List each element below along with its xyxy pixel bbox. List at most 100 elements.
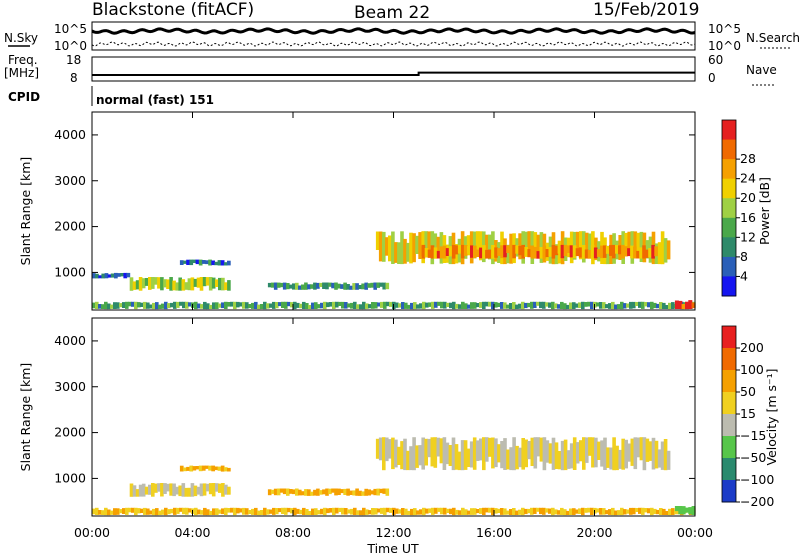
scatter-cell xyxy=(660,231,665,265)
scatter-cell xyxy=(605,246,610,254)
scatter-cell xyxy=(206,303,210,310)
scatter-cell xyxy=(289,284,293,289)
scatter-cell xyxy=(223,467,228,472)
scatter-cell xyxy=(434,507,438,514)
scatter-cell xyxy=(214,466,219,471)
scatter-cell xyxy=(395,508,399,514)
scatter-cell xyxy=(373,282,377,290)
scatter-cell xyxy=(208,483,213,495)
scatter-cell xyxy=(454,245,459,255)
scatter-cell xyxy=(582,437,586,470)
scatter-cell xyxy=(190,483,195,497)
scatter-cell xyxy=(205,260,209,265)
scatter-cell xyxy=(621,244,625,259)
x-tick-label: 04:00 xyxy=(174,525,210,540)
scatter-cell xyxy=(248,510,252,515)
scatter-cell xyxy=(500,508,504,515)
colorbar-swatch xyxy=(722,159,736,180)
scatter-cell xyxy=(227,508,231,513)
nave-tick-top: 60 xyxy=(708,53,723,67)
scatter-cell xyxy=(116,302,120,309)
scatter-cell xyxy=(609,245,613,256)
scatter-cell xyxy=(386,507,390,513)
scatter-cell xyxy=(114,272,118,279)
scatter-cell xyxy=(644,508,648,513)
scatter-cell xyxy=(101,510,105,515)
scatter-cell xyxy=(179,260,184,265)
scatter-cell xyxy=(208,277,213,291)
scatter-cell xyxy=(377,508,381,513)
scatter-cell xyxy=(215,508,219,515)
scatter-cell xyxy=(527,302,531,308)
scatter-cell xyxy=(189,259,194,266)
scatter-cell xyxy=(503,508,507,515)
scatter-cell xyxy=(530,245,534,259)
scatter-cell xyxy=(632,507,636,515)
scatter-cell xyxy=(317,304,321,309)
scatter-cell xyxy=(208,259,212,266)
scatter-cell xyxy=(536,251,541,259)
scatter-cell xyxy=(476,249,480,257)
scatter-cell xyxy=(572,437,577,470)
scatter-cell xyxy=(341,507,345,515)
scatter-cell xyxy=(368,304,372,309)
scatter-cell xyxy=(401,302,405,309)
scatter-cell xyxy=(666,450,671,470)
colorbar-swatch xyxy=(722,139,736,160)
scatter-cell xyxy=(170,508,174,514)
scatter-cell xyxy=(503,302,507,309)
scatter-cell xyxy=(251,302,255,309)
scatter-cell xyxy=(665,305,669,309)
nave-label: Nave xyxy=(746,63,777,77)
scatter-cell xyxy=(188,508,192,513)
scatter-cell xyxy=(688,300,693,309)
scatter-cell xyxy=(412,233,416,263)
scatter-cell xyxy=(639,437,644,461)
scatter-cell xyxy=(642,245,646,259)
scatter-cell xyxy=(208,465,212,471)
scatter-cell xyxy=(494,508,498,514)
scatter-cell xyxy=(138,277,143,291)
scatter-cell xyxy=(594,437,598,468)
scatter-cell xyxy=(221,508,225,515)
scatter-cell xyxy=(116,508,120,515)
scatter-cell xyxy=(206,509,210,516)
scatter-cell xyxy=(647,508,651,514)
scatter-cell xyxy=(194,507,198,516)
scatter-cell xyxy=(276,488,281,496)
scatter-cell xyxy=(512,437,516,471)
scatter-cell xyxy=(386,301,390,307)
scatter-cell xyxy=(200,510,204,515)
scatter-cell xyxy=(566,245,571,253)
scatter-cell xyxy=(388,439,392,459)
scatter-cell xyxy=(158,510,162,515)
scatter-cell xyxy=(593,247,598,259)
scatter-cell xyxy=(134,301,138,310)
y-tick-label: 1000 xyxy=(54,264,86,279)
scatter-cell xyxy=(353,507,357,515)
freq-label-line2: [MHz] xyxy=(4,66,39,80)
scatter-cell xyxy=(323,507,327,516)
scatter-cell xyxy=(599,508,603,515)
scatter-cell xyxy=(344,302,348,309)
scatter-cell xyxy=(506,245,510,253)
scatter-cell xyxy=(614,304,618,310)
scatter-cell xyxy=(400,231,404,265)
scatter-cell xyxy=(295,282,299,290)
scatter-cell xyxy=(314,508,318,515)
colorbar-swatch xyxy=(722,370,736,393)
scatter-cell xyxy=(488,437,492,457)
scatter-cell xyxy=(551,301,555,310)
scatter-cell xyxy=(572,302,576,309)
scatter-cell xyxy=(641,301,645,309)
scatter-cell xyxy=(146,508,150,515)
scatter-cell xyxy=(407,510,411,515)
scatter-cell xyxy=(198,465,203,472)
scatter-cell xyxy=(178,485,182,497)
scatter-cell xyxy=(362,301,366,310)
scatter-cell xyxy=(575,248,580,257)
scatter-cell xyxy=(282,488,287,495)
scatter-cell xyxy=(358,285,362,290)
scatter-cell xyxy=(202,277,207,287)
scatter-cell xyxy=(466,448,471,467)
